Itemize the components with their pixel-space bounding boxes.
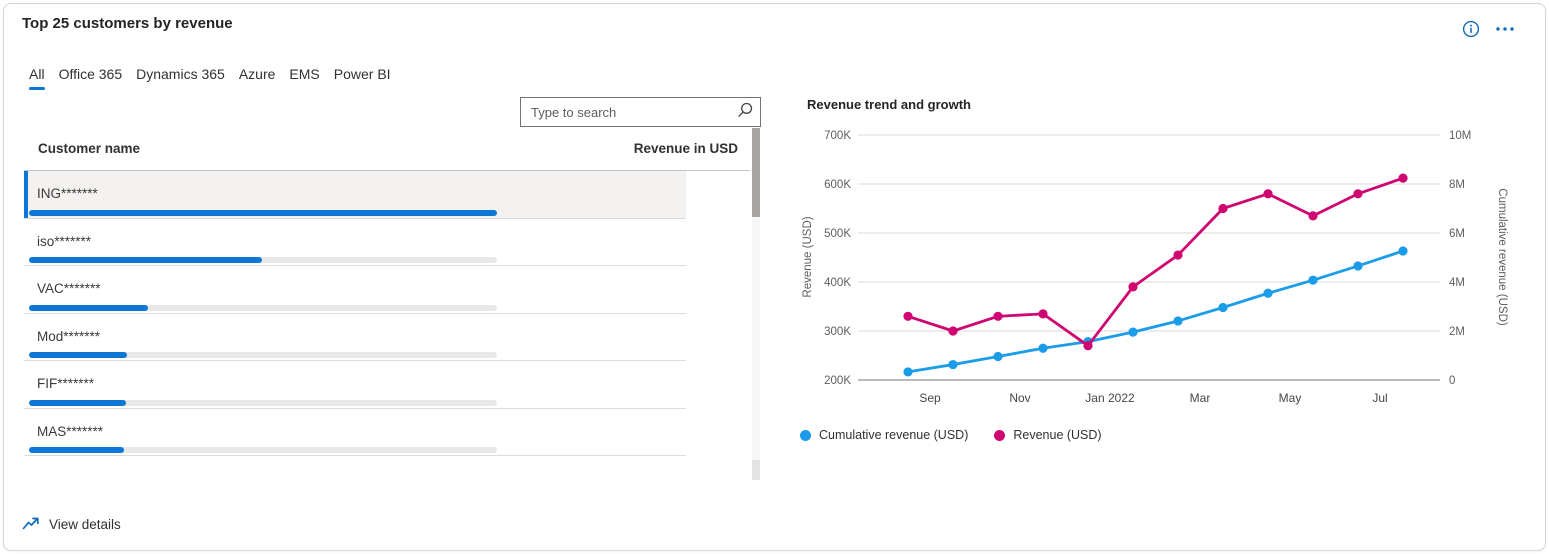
svg-text:500K: 500K [824, 228, 851, 240]
legend-dot-icon [994, 429, 1006, 441]
revenue-bar [29, 399, 126, 406]
chart-legend: Cumulative revenue (USD) Revenue (USD) [800, 428, 1102, 442]
revenue-trend-chart-canvas: 700K 10M 600K 8M 500K 6M 400K 4M 300K 2M 200K 0 Reve… [802, 130, 1508, 405]
customer-name: VAC******* [37, 281, 101, 296]
widget-actions [1460, 18, 1516, 40]
tab-azure[interactable]: Azure [238, 66, 276, 82]
revenue-bar [29, 352, 127, 358]
svg-text:6M: 6M [1449, 228, 1465, 240]
svg-text:Nov: Nov [1009, 391, 1030, 405]
tab-office-365[interactable]: Office 365 [58, 66, 123, 82]
tab-all[interactable]: All [29, 63, 45, 90]
svg-text:4M: 4M [1449, 277, 1465, 289]
svg-text:300K: 300K [824, 326, 851, 338]
widget-title: Top 25 customers by revenue [22, 15, 233, 32]
table-row-customer[interactable]: MAS******* [24, 408, 686, 456]
svg-text:2M: 2M [1449, 326, 1465, 338]
legend-item-revenue[interactable]: Revenue (USD) [994, 428, 1102, 442]
customer-name: ING******* [37, 186, 98, 201]
customer-name: FIF******* [37, 376, 95, 391]
search-icon[interactable] [737, 102, 753, 123]
legend-dot-icon [800, 429, 811, 441]
column-header-customer-name: Customer name [38, 141, 141, 156]
table-header: Customer name Revenue in USD [24, 138, 750, 171]
revenue-bar [29, 447, 124, 453]
tab-ems[interactable]: EMS [289, 66, 320, 82]
svg-text:Sep: Sep [919, 391, 941, 405]
revenue-bar [29, 257, 263, 263]
revenue-bar [29, 209, 497, 216]
customer-name: Mod******* [37, 328, 101, 344]
svg-text:200K: 200K [824, 375, 851, 387]
scrollbar-track-end [752, 460, 760, 480]
legend-label: Cumulative revenue (USD) [819, 428, 969, 442]
more-options-ellipsis-icon[interactable] [1494, 18, 1516, 40]
revenue-bar-track [29, 352, 497, 358]
svg-text:Jan 2022: Jan 2022 [1085, 391, 1135, 405]
scrollbar-thumb[interactable] [752, 128, 760, 217]
trend-up-icon [22, 517, 39, 530]
svg-text:Cumulative revenue (USD): Cumulative revenue (USD) [1496, 188, 1508, 326]
tab-power-bi[interactable]: Power BI [333, 66, 391, 82]
customer-name: MAS******* [37, 423, 104, 439]
table-scrollbar[interactable] [752, 128, 760, 480]
legend-label: Revenue (USD) [1013, 428, 1102, 442]
view-details-label: View details [49, 516, 121, 532]
product-filter-tabs: All Office 365 Dynamics 365 Azure EMS Po… [29, 63, 391, 90]
svg-text:400K: 400K [824, 277, 851, 289]
table-row-customer[interactable]: iso******* [24, 218, 686, 266]
table-row-customer[interactable]: Mod******* [24, 313, 686, 361]
info-icon[interactable] [1460, 18, 1482, 40]
customer-name: iso******* [37, 233, 92, 249]
svg-text:700K: 700K [824, 130, 851, 142]
search-input[interactable] [521, 104, 737, 120]
chart-title: Revenue trend and growth [807, 97, 971, 112]
tab-dynamics-365[interactable]: Dynamics 365 [136, 66, 225, 82]
revenue-bar-track [29, 257, 497, 263]
svg-text:600K: 600K [824, 179, 851, 191]
column-header-revenue: Revenue in USD [633, 141, 738, 156]
table-row-customer[interactable]: FIF******* [24, 361, 686, 409]
table-row-customer[interactable]: ING******* [24, 171, 686, 219]
customer-table-body: ING******* iso******* VAC******* Mod****… [24, 171, 686, 456]
svg-text:10M: 10M [1449, 130, 1471, 142]
svg-text:Jul: Jul [1372, 391, 1387, 405]
svg-text:8M: 8M [1449, 179, 1465, 191]
svg-text:0: 0 [1449, 375, 1455, 387]
table-row-customer[interactable]: VAC******* [24, 266, 686, 314]
revenue-bar-track [29, 304, 497, 311]
svg-text:Mar: Mar [1190, 391, 1211, 405]
view-details-link[interactable]: View details [22, 516, 121, 532]
legend-item-cumulative-revenue[interactable]: Cumulative revenue (USD) [800, 428, 968, 442]
customer-search-box [520, 97, 761, 127]
revenue-bar-track [29, 209, 497, 216]
svg-text:May: May [1279, 391, 1302, 405]
revenue-bar-track [29, 399, 497, 406]
revenue-bar [29, 304, 148, 311]
revenue-bar-track [29, 447, 497, 453]
svg-text:Revenue (USD): Revenue (USD) [802, 216, 814, 297]
